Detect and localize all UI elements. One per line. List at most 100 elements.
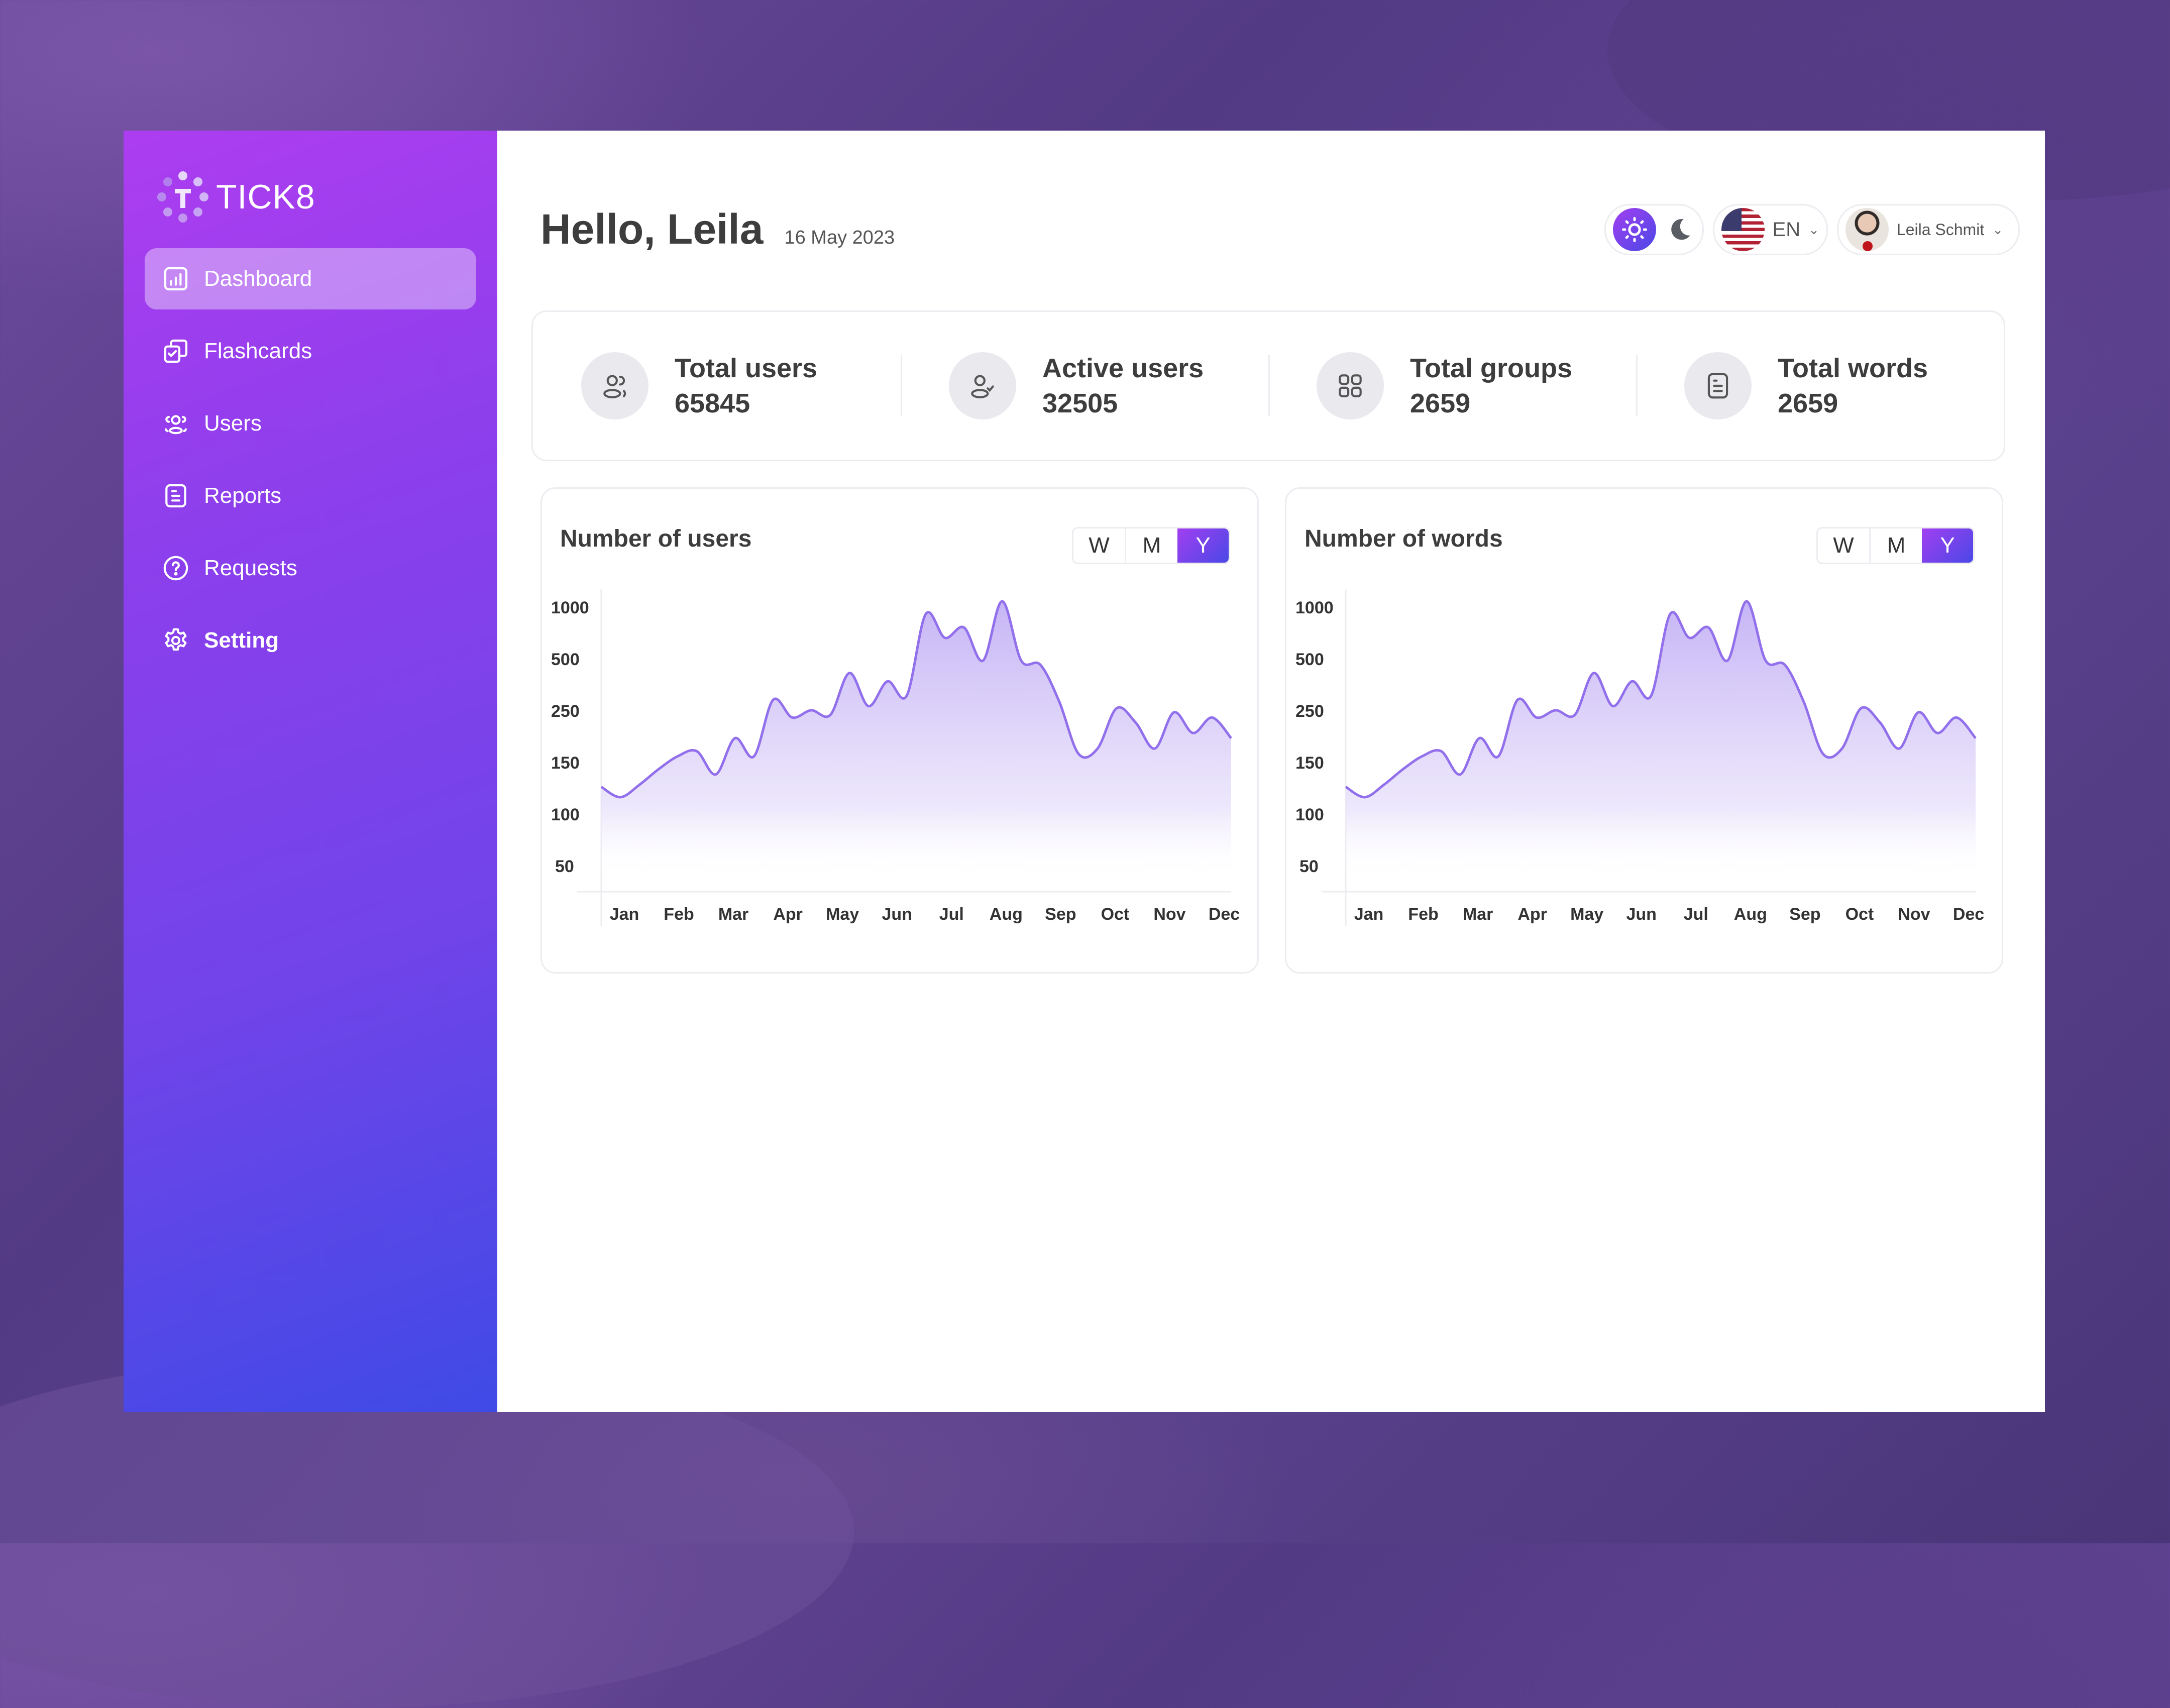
y-tick: 1000 bbox=[551, 598, 589, 617]
stat-value: 65845 bbox=[675, 388, 750, 418]
sidebar-item-label: Dashboard bbox=[204, 266, 312, 291]
user-check-icon bbox=[949, 352, 1016, 419]
x-tick: Dec bbox=[1952, 905, 1985, 924]
document-icon bbox=[165, 484, 186, 508]
period-year-button[interactable]: Y bbox=[1177, 528, 1229, 563]
users-chart-card: Number of users W M Y 1000 500 250 150 1… bbox=[540, 487, 1259, 974]
language-selector[interactable]: EN ⌄ bbox=[1712, 204, 1828, 255]
y-tick: 500 bbox=[551, 650, 580, 669]
stat-value: 2659 bbox=[1778, 388, 1838, 418]
avatar bbox=[1845, 208, 1889, 251]
x-tick: May bbox=[1570, 905, 1604, 924]
x-tick: Sep bbox=[1789, 905, 1821, 924]
sidebar-item-requests[interactable]: Requests bbox=[145, 538, 476, 599]
sun-icon[interactable] bbox=[1612, 208, 1656, 251]
chevron-down-icon: ⌄ bbox=[1808, 222, 1819, 237]
y-tick: 100 bbox=[551, 805, 580, 824]
sidebar: TICK8 Dashboard Flashcards Users Reports bbox=[124, 131, 497, 1412]
period-selector: W M Y bbox=[1072, 527, 1230, 564]
sidebar-item-dashboard[interactable]: Dashboard bbox=[145, 248, 476, 309]
page-header: Hello, Leila 16 May 2023 bbox=[540, 205, 895, 254]
flashcards-icon bbox=[164, 339, 188, 363]
x-tick: Apr bbox=[773, 905, 803, 924]
x-tick: Jun bbox=[882, 905, 912, 924]
user-menu[interactable]: Leila Schmit ⌄ bbox=[1836, 204, 2020, 255]
x-tick: Dec bbox=[1208, 905, 1240, 924]
stat-label: Total groups bbox=[1410, 353, 1572, 383]
x-tick: Aug bbox=[989, 905, 1023, 924]
sidebar-item-reports[interactable]: Reports bbox=[145, 465, 476, 526]
sidebar-nav: Dashboard Flashcards Users Reports Reque… bbox=[145, 248, 476, 682]
stat-total-groups: Total groups 2659 bbox=[1268, 312, 1636, 460]
stats-panel: Total users 65845 Active users 32505 T bbox=[531, 310, 2005, 461]
sidebar-item-label: Users bbox=[204, 411, 262, 436]
chart-plot bbox=[1322, 589, 1977, 926]
period-month-button[interactable]: M bbox=[1869, 528, 1922, 563]
user-name: Leila Schmit bbox=[1896, 220, 1985, 239]
x-tick: Feb bbox=[664, 905, 694, 924]
users-area-chart: 1000 500 250 150 100 50 Jan Feb Mar Apr May J… bbox=[542, 589, 1257, 951]
x-tick: Jan bbox=[1354, 905, 1384, 924]
x-tick: Jul bbox=[939, 905, 964, 924]
period-year-button[interactable]: Y bbox=[1922, 528, 1973, 563]
y-tick: 50 bbox=[1299, 857, 1319, 876]
app-name: TICK8 bbox=[216, 178, 315, 216]
stat-value: 32505 bbox=[1042, 388, 1118, 418]
y-tick: 250 bbox=[551, 702, 580, 721]
stat-label: Total users bbox=[675, 353, 818, 383]
sidebar-item-flashcards[interactable]: Flashcards bbox=[145, 321, 476, 382]
y-tick: 150 bbox=[1295, 754, 1324, 773]
x-tick: Aug bbox=[1733, 905, 1767, 924]
document-icon bbox=[1684, 352, 1752, 419]
gear-icon bbox=[165, 628, 187, 651]
x-tick: Sep bbox=[1045, 905, 1076, 924]
sidebar-item-label: Reports bbox=[204, 483, 282, 508]
stat-value: 2659 bbox=[1410, 388, 1471, 418]
x-tick: Mar bbox=[1462, 905, 1493, 924]
stat-label: Active users bbox=[1042, 353, 1204, 383]
x-tick: Jan bbox=[609, 905, 639, 924]
chart-bar-icon bbox=[164, 267, 188, 291]
theme-toggle[interactable] bbox=[1604, 204, 1704, 255]
chart-plot bbox=[577, 589, 1232, 926]
language-code: EN bbox=[1772, 218, 1801, 241]
page-title: Hello, Leila bbox=[540, 205, 764, 253]
period-month-button[interactable]: M bbox=[1125, 528, 1177, 563]
words-chart-card: Number of words W M Y 1000 500 250 150 1… bbox=[1285, 487, 2003, 974]
y-tick: 50 bbox=[555, 857, 574, 876]
x-tick: Feb bbox=[1408, 905, 1439, 924]
logo-icon bbox=[157, 171, 208, 223]
x-tick: Jul bbox=[1683, 905, 1708, 924]
app-window: TICK8 Dashboard Flashcards Users Reports bbox=[124, 131, 2045, 1412]
y-tick: 250 bbox=[1295, 702, 1324, 721]
x-tick: Apr bbox=[1517, 905, 1547, 924]
x-tick: May bbox=[826, 905, 859, 924]
x-tick: Jun bbox=[1626, 905, 1657, 924]
stat-total-users: Total users 65845 bbox=[533, 312, 901, 460]
grid-icon bbox=[1317, 352, 1384, 419]
moon-icon[interactable] bbox=[1664, 214, 1695, 245]
chart-title: Number of words bbox=[1305, 525, 1503, 552]
users-icon bbox=[165, 415, 187, 435]
top-controls: EN ⌄ Leila Schmit ⌄ bbox=[1604, 204, 2020, 255]
y-tick: 100 bbox=[1295, 805, 1324, 824]
logo[interactable]: TICK8 bbox=[157, 171, 315, 223]
words-area-chart: 1000 500 250 150 100 50 Jan Feb Mar Apr May J… bbox=[1286, 589, 2002, 951]
y-tick: 1000 bbox=[1295, 598, 1334, 617]
stat-active-users: Active users 32505 bbox=[901, 312, 1268, 460]
current-date: 16 May 2023 bbox=[784, 227, 895, 248]
help-circle-icon bbox=[163, 556, 188, 581]
stat-label: Total words bbox=[1778, 353, 1928, 383]
period-week-button[interactable]: W bbox=[1833, 533, 1854, 558]
y-tick: 150 bbox=[551, 754, 580, 773]
stat-total-words: Total words 2659 bbox=[1636, 312, 2004, 460]
sidebar-item-setting[interactable]: Setting bbox=[145, 610, 476, 671]
x-tick: Oct bbox=[1845, 905, 1874, 924]
users-icon bbox=[581, 352, 648, 419]
period-week-button[interactable]: W bbox=[1089, 533, 1110, 558]
sidebar-item-users[interactable]: Users bbox=[145, 393, 476, 454]
x-tick: Nov bbox=[1898, 905, 1930, 924]
x-tick: Nov bbox=[1153, 905, 1186, 924]
sidebar-item-label: Flashcards bbox=[204, 339, 312, 363]
period-selector: W M Y bbox=[1816, 527, 1975, 564]
